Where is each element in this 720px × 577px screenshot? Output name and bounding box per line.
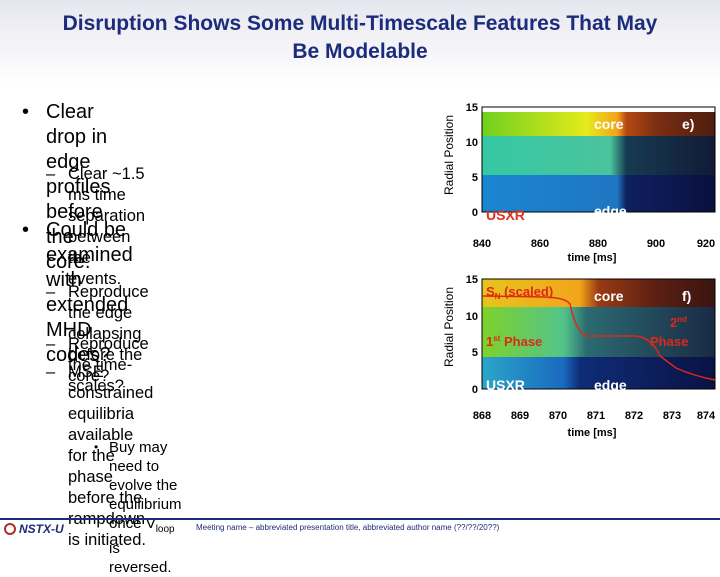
bullet-glyph: • <box>94 440 99 454</box>
plot-frame <box>481 106 716 213</box>
sub-bullet-text: Reproduce the edge collapsing <box>68 283 149 343</box>
dash-glyph: – <box>46 335 56 353</box>
usxr-annotation: USXR <box>486 207 525 223</box>
y-tick-label: 0 <box>472 384 478 396</box>
x-tick-label: 871 <box>587 410 605 422</box>
phase2-word: Phase <box>650 334 688 349</box>
footer-meeting-info: Meeting name – abbreviated presentation … <box>196 523 500 532</box>
x-axis-label: time [ms] <box>568 252 617 264</box>
slide-title: Disruption Shows Some Multi-Timescale Fe… <box>10 10 710 66</box>
y-tick-label: 5 <box>472 172 478 184</box>
bullet-glyph: • <box>22 101 30 123</box>
core-annotation: core <box>594 116 624 132</box>
usxr-figure: Radial Position 15 10 5 0 840 860 880 90… <box>442 102 716 439</box>
x-tick-label: 874 <box>697 410 716 422</box>
sub-bullet-text: before the core? <box>68 346 143 385</box>
bullet-text: the core. <box>46 226 91 273</box>
core-band <box>482 279 715 307</box>
y-tick-label: 10 <box>466 311 478 323</box>
y-tick-label: 15 <box>466 274 478 286</box>
sub-bullet-text: Clear ~1.5 ms time separation <box>68 165 146 225</box>
edge-band <box>482 175 715 212</box>
title-line-2: Be Modelable <box>292 40 428 63</box>
x-tick-label: 880 <box>589 238 607 250</box>
chart-panel-e: Radial Position 15 10 5 0 840 860 880 90… <box>442 102 716 264</box>
bullet-glyph: • <box>22 219 30 241</box>
y-tick-label: 0 <box>472 207 478 219</box>
sub-sub-bullet-text: equilibrium once Vloop is reversed. <box>109 495 182 577</box>
dash-glyph: – <box>46 165 56 183</box>
x-tick-label: 873 <box>663 410 681 422</box>
sub-bullet-text: MSE constrained equilibria available <box>68 363 154 444</box>
sn-scaled-curve <box>481 295 716 381</box>
y-tick-label: 5 <box>472 347 478 359</box>
bullet-text: extended MHD codes? <box>46 294 129 366</box>
y-axis-label: Radial Position <box>442 115 456 195</box>
plot-frame <box>481 278 716 390</box>
y-tick-label: 10 <box>466 137 478 149</box>
sn-scaled-label: SN (scaled) <box>486 284 553 301</box>
y-axis-label: Radial Position <box>442 287 456 367</box>
title-band <box>0 0 720 84</box>
core-band <box>482 112 715 136</box>
edge-band <box>482 357 715 389</box>
sub-sub-bullet-text: Buy may need to evolve the <box>109 439 178 494</box>
footer-divider <box>0 518 720 520</box>
y-tick-label: 15 <box>466 102 478 114</box>
sub-sub-text-post: is reversed. <box>109 540 172 576</box>
usxr-annotation: USXR <box>486 377 525 393</box>
chart-panel-f: Radial Position 15 10 5 0 868 869 870 87… <box>442 274 716 439</box>
edge-annotation: edge <box>594 377 627 393</box>
panel-label: e) <box>682 116 694 132</box>
dash-glyph: – <box>46 363 56 381</box>
nstx-logo-icon <box>4 523 16 535</box>
panel-label: f) <box>682 288 691 304</box>
sub-bullet-text: between the events. <box>68 228 131 288</box>
phase1-annotation: 1st Phase <box>486 334 542 349</box>
nstx-logo: NSTX-U <box>4 521 64 537</box>
x-axis-label: time [ms] <box>568 427 617 439</box>
x-tick-label: 860 <box>531 238 549 250</box>
bullet-text: Clear drop in edge profiles before <box>46 101 111 223</box>
bullet-text: Could be examined with <box>46 219 133 291</box>
phase2-annotation: 2nd <box>670 315 687 330</box>
mid-band <box>482 307 715 357</box>
dash-glyph: – <box>46 283 56 301</box>
sub-bullet-text: Reproduce the time-scales? <box>68 335 149 395</box>
x-tick-label: 920 <box>697 238 715 250</box>
x-tick-label: 868 <box>473 410 491 422</box>
mid-band <box>482 136 715 175</box>
x-tick-label: 900 <box>647 238 665 250</box>
x-tick-label: 869 <box>511 410 529 422</box>
edge-annotation: edge <box>594 203 627 219</box>
vloop-subscript: loop <box>155 524 175 535</box>
core-annotation: core <box>594 288 624 304</box>
x-tick-label: 840 <box>473 238 491 250</box>
logo-text: NSTX-U <box>19 522 64 536</box>
x-tick-label: 872 <box>625 410 643 422</box>
title-line-1: Disruption Shows Some Multi-Timescale Fe… <box>62 12 658 35</box>
x-tick-label: 870 <box>549 410 567 422</box>
